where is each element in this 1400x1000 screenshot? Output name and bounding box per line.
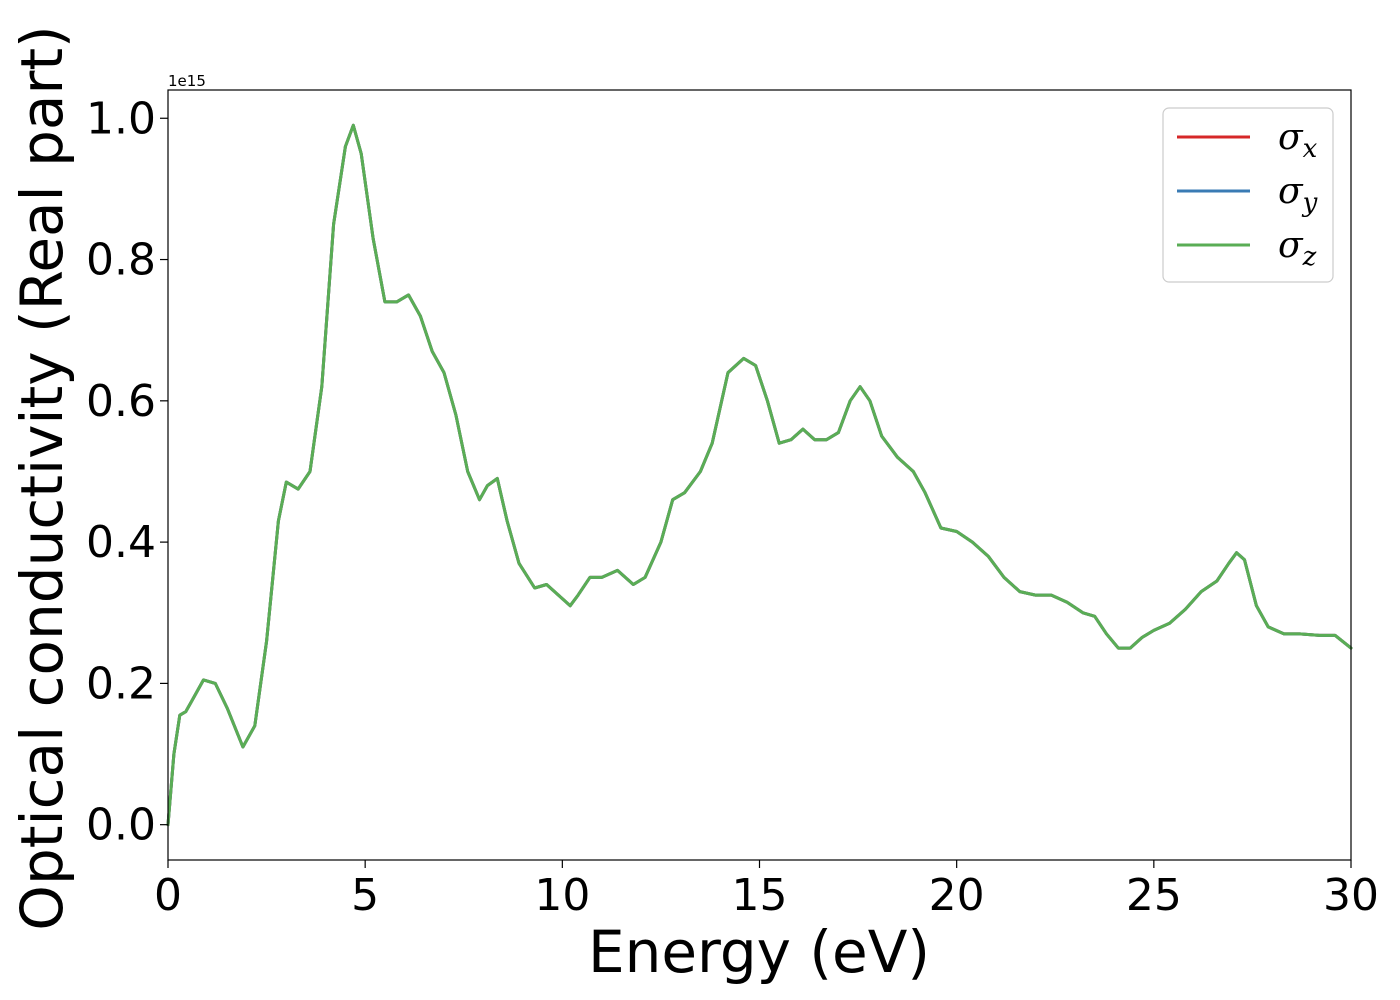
x-tick-label: 30 — [1323, 870, 1379, 921]
y-axis-ticks: 0.0 0.2 0.4 0.6 0.8 1.0 — [86, 93, 168, 851]
y-tick-label: 1.0 — [86, 93, 156, 144]
y-tick-label: 0.0 — [86, 800, 156, 851]
y-offset-label: 1e15 — [168, 72, 206, 90]
x-axis-title: Energy (eV) — [588, 918, 930, 986]
series-layer — [166, 123, 1353, 827]
legend-label-sigma-z: σz — [1278, 225, 1317, 272]
legend-label-sigma-x: σx — [1278, 117, 1318, 164]
x-tick-label: 10 — [534, 870, 590, 921]
x-tick-label: 5 — [351, 870, 379, 921]
legend-label-sigma-y: σy — [1278, 171, 1318, 218]
x-tick-label: 20 — [929, 870, 985, 921]
x-tick-label: 25 — [1126, 870, 1182, 921]
series-line-sigma-z — [166, 123, 1353, 827]
x-tick-label: 15 — [732, 870, 788, 921]
y-tick-label: 0.8 — [86, 235, 156, 286]
y-axis-title: Optical conductivity (Real part) — [8, 25, 76, 930]
y-tick-label: 0.2 — [86, 658, 156, 709]
legend: σx σy σz — [1162, 107, 1334, 283]
x-tick-label: 0 — [154, 870, 182, 921]
x-axis-ticks: 0 5 10 15 20 25 30 — [154, 860, 1379, 921]
y-tick-label: 0.4 — [86, 517, 156, 568]
legend-box — [1162, 107, 1334, 283]
y-tick-label: 0.6 — [86, 376, 156, 427]
